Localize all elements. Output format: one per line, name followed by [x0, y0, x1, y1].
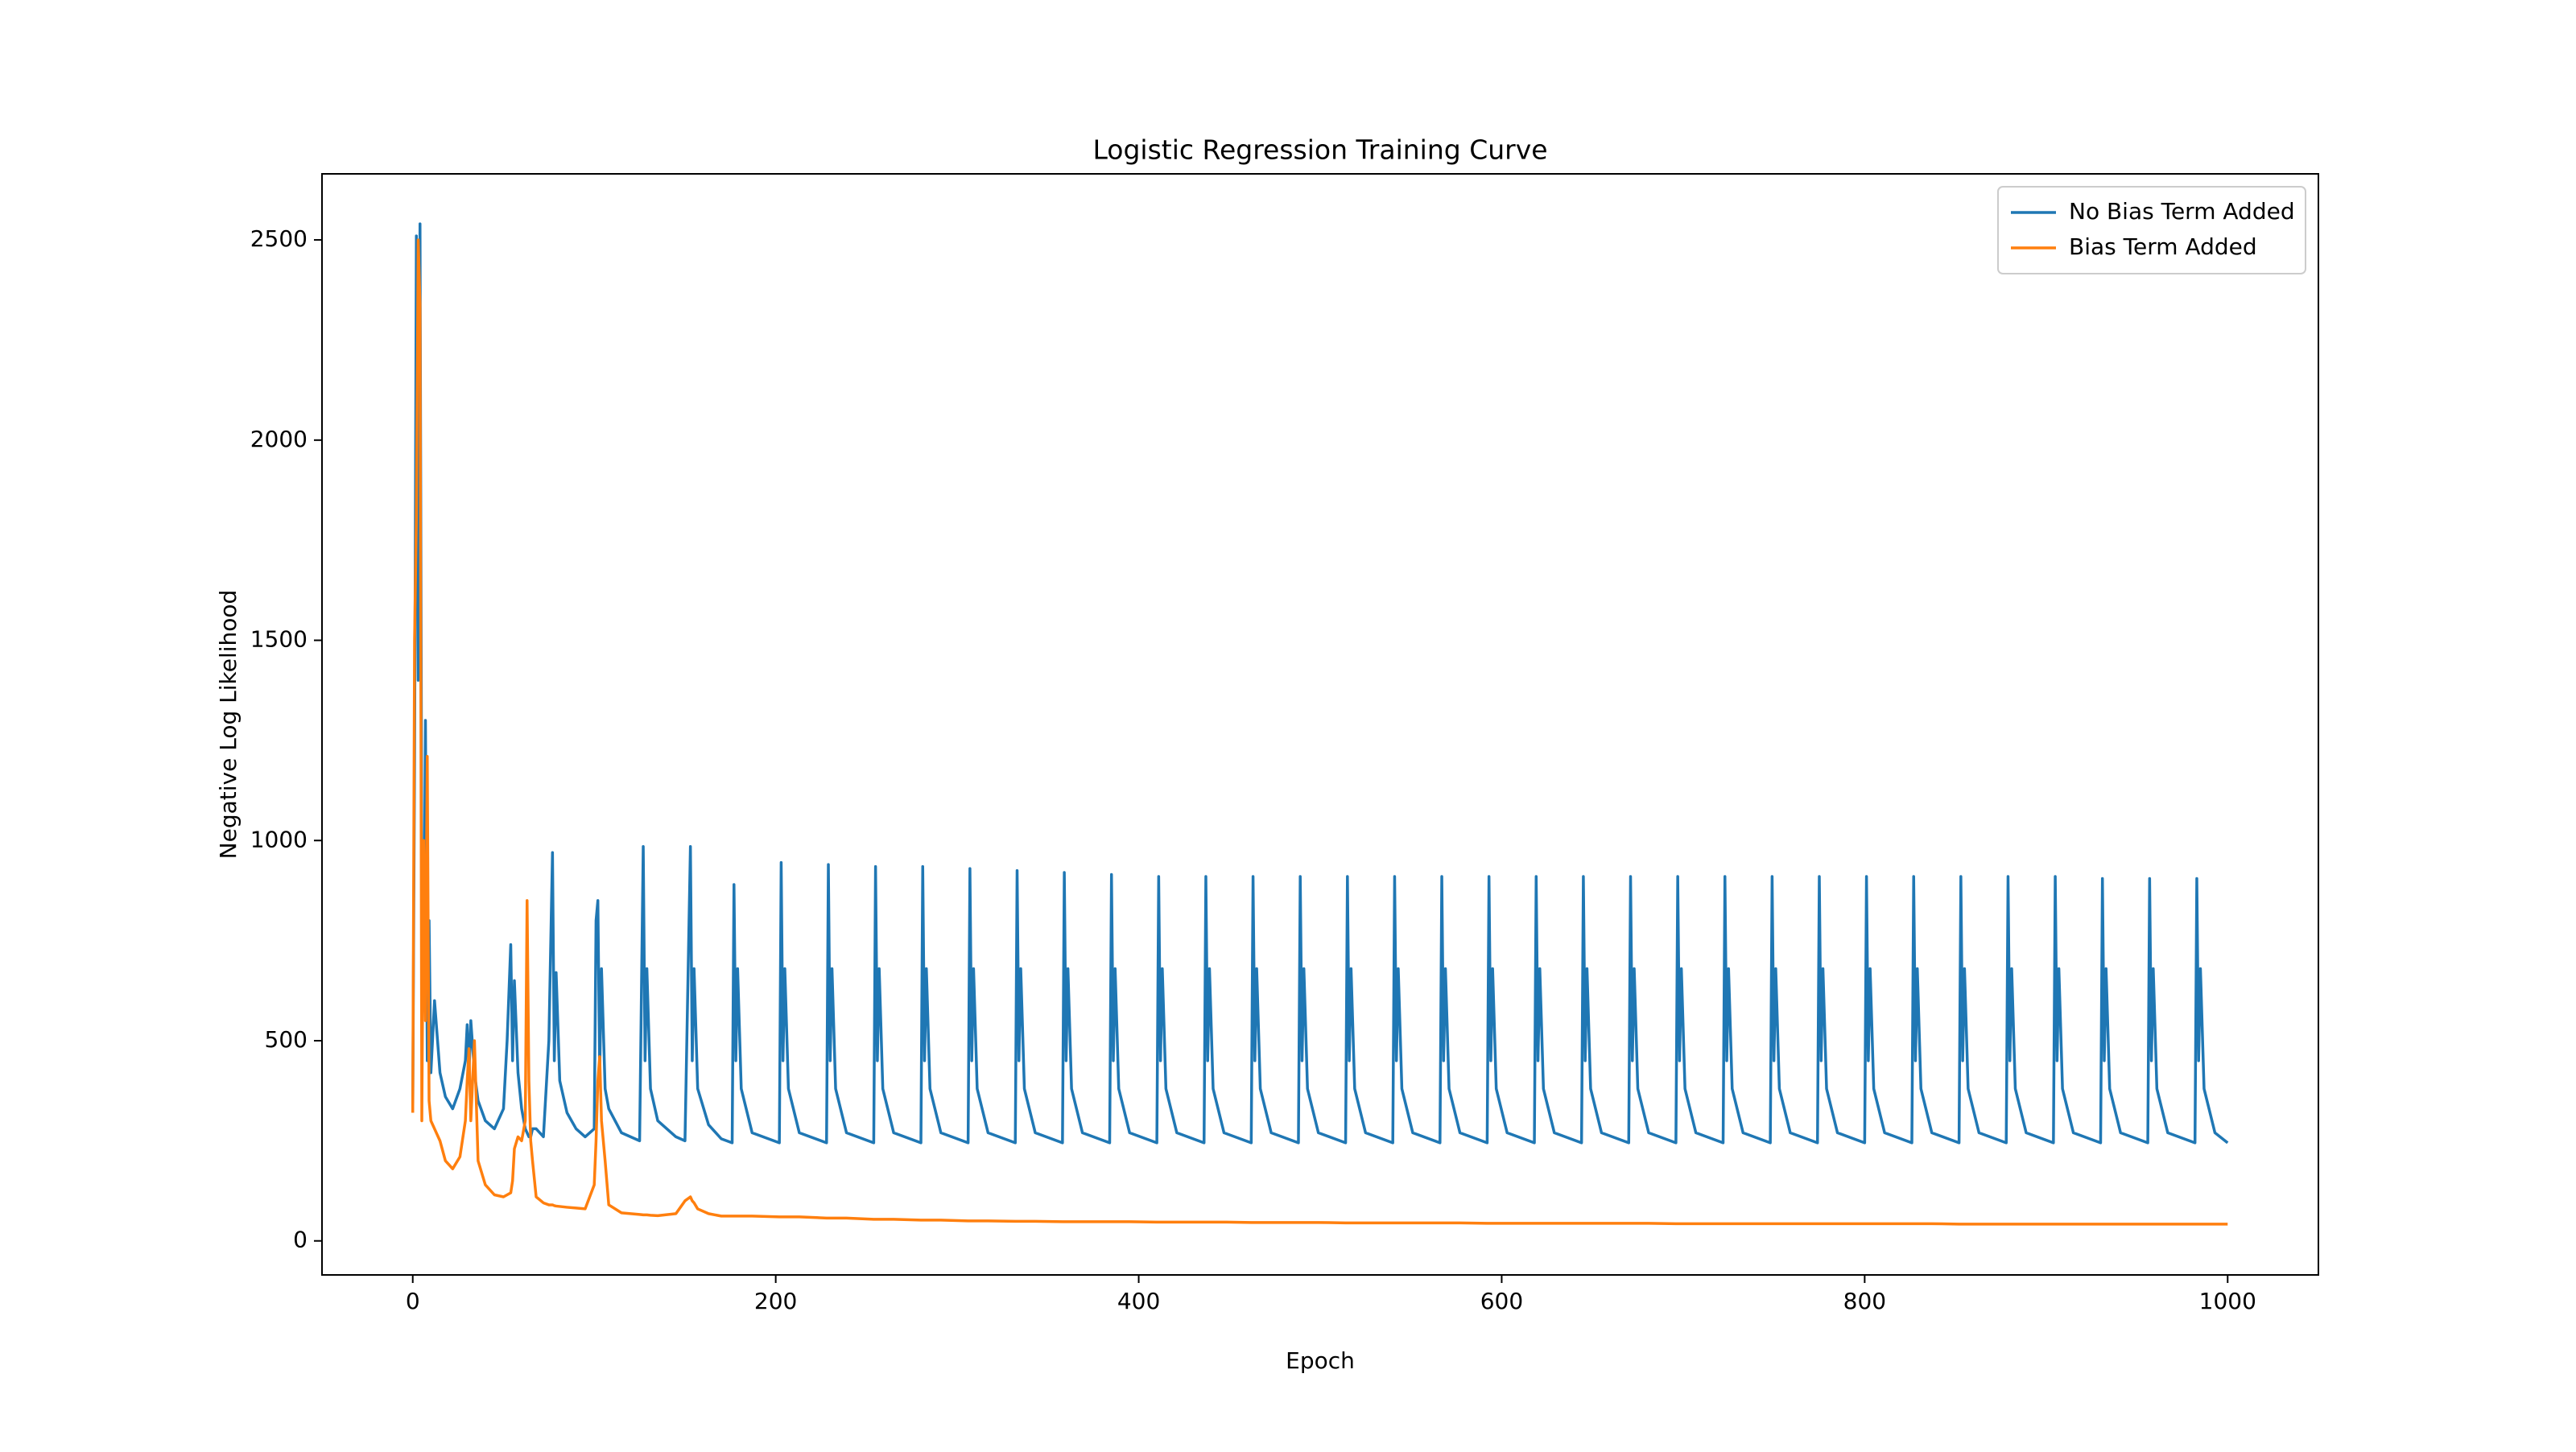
plot-frame [321, 173, 2319, 1276]
legend: No Bias Term Added Bias Term Added [1997, 186, 2306, 274]
series-line [411, 238, 2228, 1226]
chart-title: Logistic Regression Training Curve [1092, 134, 1547, 166]
y-tick-label: 2000 [250, 426, 308, 452]
legend-box [1997, 186, 2306, 274]
x-tick-label: 800 [1843, 1288, 1886, 1314]
series-line [411, 222, 2229, 1145]
x-tick-label: 0 [406, 1288, 420, 1314]
x-axis-label: Epoch [1286, 1347, 1355, 1374]
legend-label: No Bias Term Added [2069, 198, 2295, 225]
y-tick-label: 500 [265, 1026, 308, 1053]
x-tick-label: 1000 [2199, 1288, 2256, 1314]
legend-label: Bias Term Added [2069, 233, 2257, 260]
y-tick-label: 1000 [250, 826, 308, 852]
y-tick-label: 2500 [250, 225, 308, 252]
y-axis-label: Negative Log Likelihood [215, 590, 242, 860]
x-tick-label: 600 [1480, 1288, 1523, 1314]
x-tick-label: 200 [754, 1288, 797, 1314]
x-tick-label: 400 [1117, 1288, 1160, 1314]
y-tick-label: 0 [293, 1227, 308, 1253]
y-tick-label: 1500 [250, 626, 308, 653]
